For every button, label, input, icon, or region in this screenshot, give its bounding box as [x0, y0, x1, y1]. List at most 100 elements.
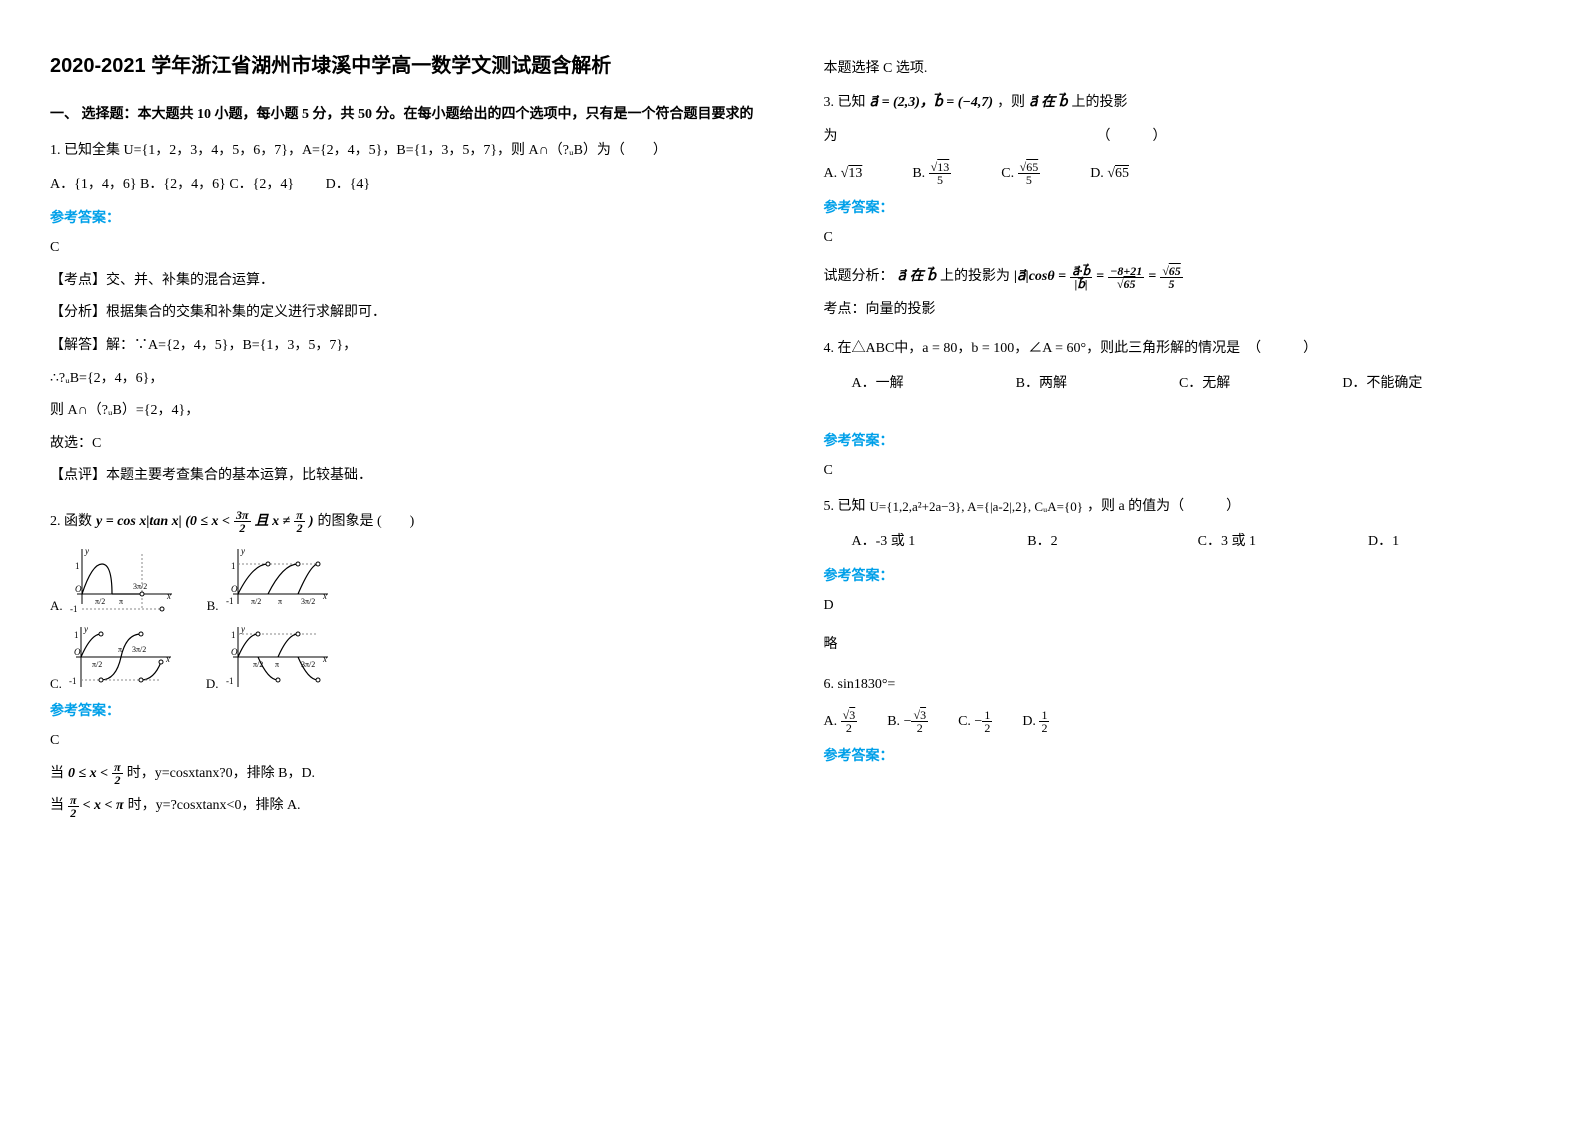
svg-text:-1: -1	[69, 676, 77, 686]
q4-options: A．一解 B．两解 C．无解 D．不能确定	[824, 369, 1538, 400]
q4-answer-label: 参考答案：	[824, 430, 1538, 450]
svg-text:π/2: π/2	[92, 660, 102, 669]
svg-text:x: x	[165, 654, 170, 664]
q3-optA: A. √13	[824, 159, 863, 190]
q2-optA-label: A.	[50, 598, 63, 614]
q2-suffix: 的图象是 ( )	[318, 508, 415, 536]
svg-text:π: π	[278, 597, 282, 606]
svg-text:3π/2: 3π/2	[301, 597, 315, 606]
q3-anal-math1: a⃗ 在 b⃗	[898, 264, 936, 291]
col2-top: 本题选择 C 选项.	[824, 56, 1538, 83]
q5-prefix: 5. 已知	[824, 493, 866, 521]
q3-optC: C. √655	[1001, 159, 1040, 190]
q1-analysis-7: 【点评】本题主要考查集合的基本运算，比较基础．	[50, 463, 754, 490]
q3-suffix: 上的投影	[1072, 89, 1128, 117]
q1-analysis-1: 【考点】交、并、补集的混合运算．	[50, 268, 754, 295]
q1-analysis-3: 【解答】解：∵A={2，4，5}，B={1，3，5，7}，	[50, 333, 754, 360]
q3-text: 3. 已知 a⃗ = (2,3)，b⃗ = (−4,7) ，则 a⃗ 在 b⃗ …	[824, 89, 1538, 117]
svg-text:π: π	[275, 660, 279, 669]
section1-header: 一、 选择题：本大题共 10 小题，每小题 5 分，共 50 分。在每小题给出的…	[50, 102, 754, 127]
q3-optD: D. √65	[1090, 159, 1129, 190]
svg-text:π/2: π/2	[95, 597, 105, 606]
q3-options: A. √13 B. √135 C. √655 D. √65	[824, 159, 1538, 190]
q5-options: A．-3 或 1 B．2 C．3 或 1 D．1	[824, 527, 1538, 558]
q4-optA: A．一解	[852, 376, 904, 391]
q2-optB-label: B.	[207, 598, 219, 614]
svg-text:y: y	[240, 546, 245, 556]
q3-prefix: 3. 已知	[824, 89, 866, 117]
q5-math: U={1,2,a²+2a−3}, A={|a-2|,2}, CᵤA={0}	[870, 494, 1083, 520]
q1-analysis-2: 【分析】根据集合的交集和补集的定义进行求解即可．	[50, 300, 754, 327]
q5-optD: D．1	[1368, 534, 1399, 549]
q3-answer-label: 参考答案：	[824, 197, 1538, 217]
svg-text:1: 1	[231, 630, 236, 640]
q2-prefix: 2. 函数	[50, 508, 92, 536]
q1-options: A．{1，4，6} B．{2，4，6} C．{2，4} D．{4}	[50, 171, 754, 199]
q2-answer-label: 参考答案：	[50, 700, 754, 720]
q4-optC: C．无解	[1179, 376, 1230, 391]
svg-text:3π/2: 3π/2	[132, 645, 146, 654]
q1-text: 1. 已知全集 U={1，2，3，4，5，6，7}，A={2，4，5}，B={1…	[50, 137, 754, 165]
q5-optC: C．3 或 1	[1198, 534, 1256, 549]
svg-text:O: O	[231, 584, 238, 594]
q3-anal-prefix: 试题分析：	[824, 264, 894, 291]
q2-expl1-suffix: 时，y=cosxtanx?0，排除 B，D.	[127, 761, 315, 788]
q3-optB: B. √135	[912, 159, 951, 190]
q2-optC-label: C.	[50, 676, 62, 692]
q2-expl2-prefix: 当	[50, 793, 64, 820]
svg-text:1: 1	[231, 561, 236, 571]
q2-optD-label: D.	[206, 676, 219, 692]
q4-text: 4. 在△ABC中，a = 80，b = 100，∠A = 60°，则此三角形解…	[824, 335, 1538, 363]
q6-optB: B. −√32	[887, 707, 928, 738]
q5-text: 5. 已知 U={1,2,a²+2a−3}, A={|a-2|,2}, CᵤA=…	[824, 493, 1538, 521]
q6-text: 6. sin1830°=	[824, 671, 1538, 699]
doc-title: 2020-2021 学年浙江省湖州市埭溪中学高一数学文测试题含解析	[50, 50, 754, 82]
svg-text:-1: -1	[226, 676, 234, 686]
q4-optB: B．两解	[1016, 376, 1067, 391]
q2-expl2: 当 π2 < x < π 时，y=?cosxtanx<0，排除 A.	[50, 793, 754, 820]
q2-graphs-row2: C. 1 -1 O π/2 π 3π/2 x y	[50, 622, 754, 692]
q2-expl2-suffix: 时，y=?cosxtanx<0，排除 A.	[128, 793, 301, 820]
svg-text:π/2: π/2	[253, 660, 263, 669]
svg-text:y: y	[240, 624, 245, 634]
q2-expl1: 当 0 ≤ x < π2 时，y=cosxtanx?0，排除 B，D.	[50, 761, 754, 788]
q5-optA: A．-3 或 1	[852, 534, 916, 549]
svg-text:x: x	[322, 654, 327, 664]
q1-answer-label: 参考答案：	[50, 207, 754, 227]
q2-expl1-math: 0 ≤ x < π2	[68, 761, 123, 788]
q5-answer-label: 参考答案：	[824, 565, 1538, 585]
q2-expl2-math: π2 < x < π	[68, 793, 124, 820]
q5-brief: 略	[824, 632, 1538, 659]
svg-text:x: x	[322, 591, 327, 601]
q3-math2: a⃗ 在 b⃗	[1029, 89, 1067, 117]
q2-graph-a: 1 -1 O π/2 π 3π/2 x y	[67, 544, 177, 614]
svg-text:π/2: π/2	[251, 597, 261, 606]
q6-optD: D. 12	[1022, 707, 1049, 738]
svg-text:1: 1	[75, 561, 80, 571]
q2-graphs-row1: A. 1 -1 O π/2 π 3π/2 x y B.	[50, 544, 754, 614]
q3-line2: 为 （ ）	[824, 123, 1538, 151]
q3-answer: C	[824, 225, 1538, 252]
q2-graph-b: 1 -1 O π/2 π 3π/2 x y	[223, 544, 333, 614]
svg-text:π: π	[118, 645, 122, 654]
svg-text:3π/2: 3π/2	[301, 660, 315, 669]
svg-text:3π/2: 3π/2	[133, 582, 147, 591]
q6-optA: A. √32	[824, 707, 858, 738]
svg-text:π: π	[119, 597, 123, 606]
q3-anal-formula: |a⃗|cosθ = a⃗·b⃗|b⃗| = −8+21√65 = √655	[1014, 264, 1183, 291]
svg-text:1: 1	[74, 630, 79, 640]
svg-text:-1: -1	[226, 596, 234, 606]
q4-answer: C	[824, 458, 1538, 485]
q5-suffix: ，则 a 的值为（ ）	[1087, 493, 1240, 521]
svg-text:y: y	[84, 546, 89, 556]
q3-mid: ，则	[997, 89, 1025, 117]
q2-graph-c: 1 -1 O π/2 π 3π/2 x y	[66, 622, 176, 692]
q5-optB: B．2	[1027, 534, 1057, 549]
q6-optC: C. −12	[958, 707, 992, 738]
q3-math1: a⃗ = (2,3)，b⃗ = (−4,7)	[870, 89, 994, 117]
q4-optD: D．不能确定	[1342, 376, 1422, 391]
svg-text:O: O	[231, 647, 238, 657]
q1-analysis-6: 故选：C	[50, 431, 754, 458]
svg-text:-1: -1	[70, 604, 78, 614]
q2-expl1-prefix: 当	[50, 761, 64, 788]
